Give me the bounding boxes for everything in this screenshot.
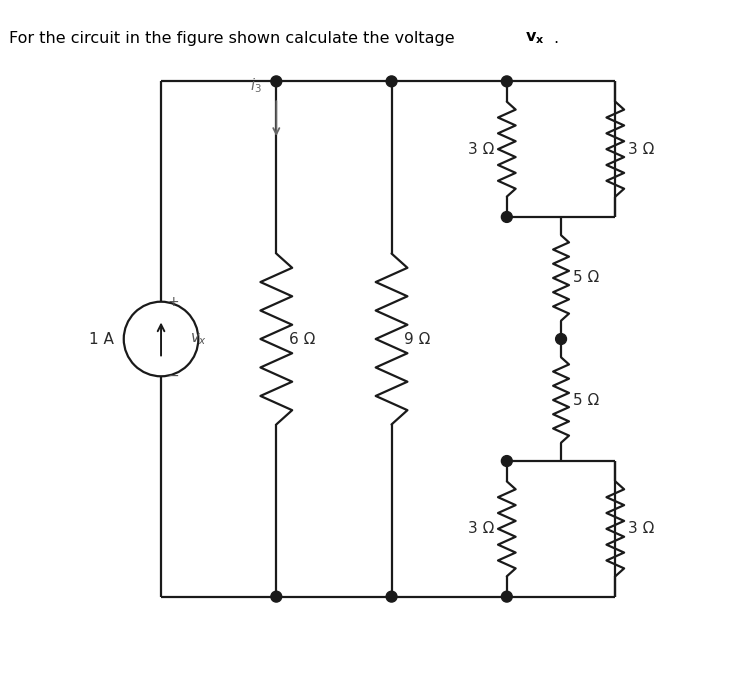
Circle shape xyxy=(271,591,282,602)
Circle shape xyxy=(501,212,513,222)
Text: $i_3$: $i_3$ xyxy=(249,76,262,95)
Text: 5 Ω: 5 Ω xyxy=(573,393,600,407)
Text: +: + xyxy=(167,295,179,308)
Circle shape xyxy=(501,591,513,602)
Text: 3 Ω: 3 Ω xyxy=(468,521,494,536)
Text: 1 A: 1 A xyxy=(88,332,113,346)
Circle shape xyxy=(386,76,397,87)
Text: 3 Ω: 3 Ω xyxy=(468,142,494,157)
Text: 9 Ω: 9 Ω xyxy=(404,332,430,346)
Text: $v_x$: $v_x$ xyxy=(190,331,206,347)
Text: $\mathbf{v_x}$: $\mathbf{v_x}$ xyxy=(525,31,545,46)
Text: For the circuit in the figure shown calculate the voltage: For the circuit in the figure shown calc… xyxy=(9,31,460,45)
Circle shape xyxy=(386,591,397,602)
Circle shape xyxy=(501,456,513,466)
Text: −: − xyxy=(167,370,179,383)
Text: 3 Ω: 3 Ω xyxy=(627,142,654,157)
Circle shape xyxy=(556,334,566,344)
Circle shape xyxy=(501,76,513,87)
Text: .: . xyxy=(553,31,559,45)
Text: 5 Ω: 5 Ω xyxy=(573,271,600,285)
Circle shape xyxy=(271,76,282,87)
Text: 6 Ω: 6 Ω xyxy=(289,332,315,346)
Text: 3 Ω: 3 Ω xyxy=(627,521,654,536)
